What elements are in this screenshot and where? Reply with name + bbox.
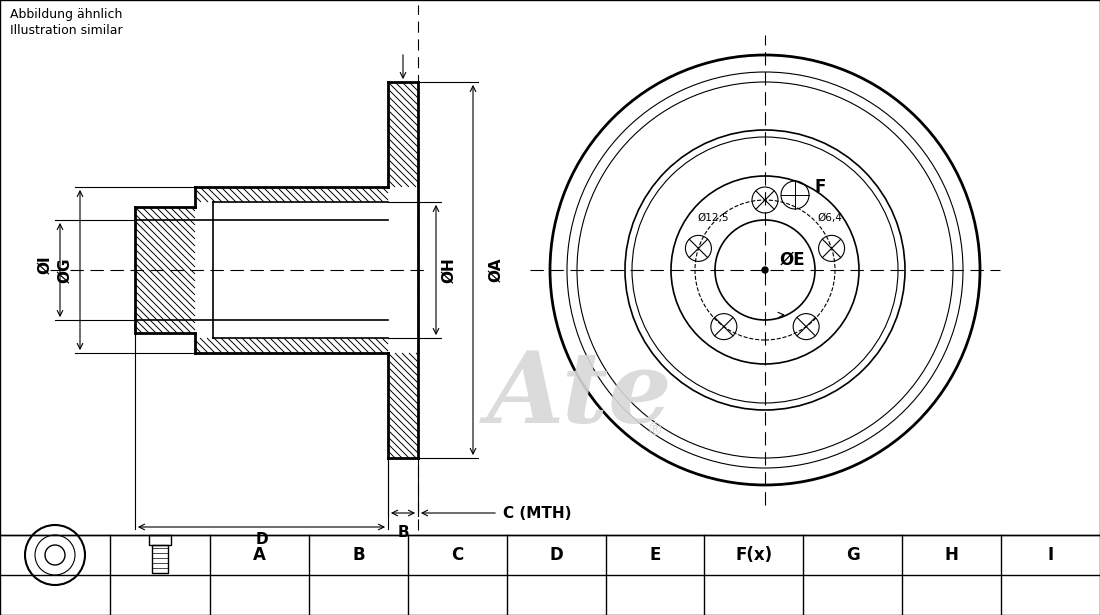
Text: Abbildung ähnlich: Abbildung ähnlich [10, 8, 122, 21]
Text: ØG: ØG [57, 257, 72, 283]
Text: I: I [1047, 546, 1054, 564]
Text: Ø12,5: Ø12,5 [697, 213, 728, 223]
Text: D: D [255, 532, 267, 547]
Text: B: B [352, 546, 364, 564]
Text: ØA: ØA [488, 258, 503, 282]
Text: ØI: ØI [37, 256, 52, 274]
Text: ØH: ØH [441, 257, 456, 283]
Text: F: F [814, 178, 825, 196]
Text: H: H [945, 546, 958, 564]
Bar [148, 535, 170, 545]
Bar [152, 545, 168, 573]
Text: C (MTH): C (MTH) [503, 506, 572, 520]
Text: B: B [397, 525, 409, 540]
Text: D: D [549, 546, 563, 564]
Text: A: A [253, 546, 266, 564]
Text: C: C [451, 546, 463, 564]
Text: Ø6,4: Ø6,4 [817, 213, 843, 223]
Text: G: G [846, 546, 860, 564]
Text: Ate: Ate [487, 347, 673, 443]
Text: Illustration similar: Illustration similar [10, 24, 122, 37]
Text: F(x): F(x) [735, 546, 772, 564]
Text: ØE: ØE [780, 251, 805, 269]
Text: ®: ® [647, 421, 663, 439]
Circle shape [762, 267, 768, 273]
Text: E: E [649, 546, 661, 564]
